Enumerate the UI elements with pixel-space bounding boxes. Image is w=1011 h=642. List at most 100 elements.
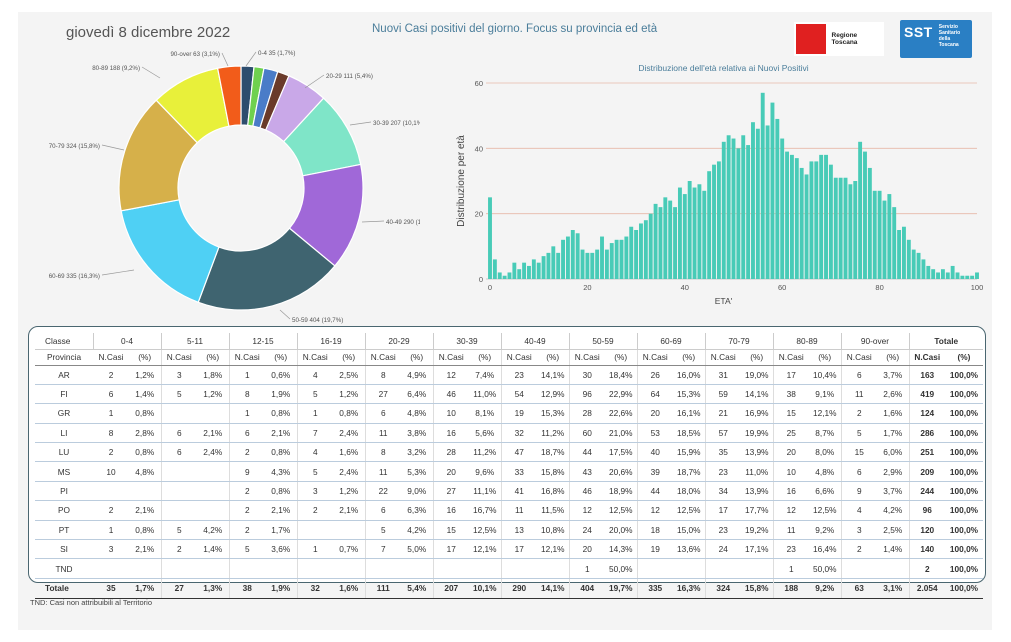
case-count xyxy=(297,520,333,541)
case-count: 28 xyxy=(569,403,605,424)
histogram-bar xyxy=(975,272,979,279)
case-percent: 13,9% xyxy=(741,442,774,463)
histogram-bar xyxy=(819,154,824,279)
case-percent xyxy=(877,558,910,579)
case-percent: 2,1% xyxy=(333,500,366,521)
case-count xyxy=(841,558,877,579)
case-percent: 4,8% xyxy=(809,461,842,482)
province-total-count: 251 xyxy=(909,442,945,463)
case-count: 6 xyxy=(161,423,197,444)
case-percent: 1,2% xyxy=(129,365,162,385)
donut-slice xyxy=(197,227,336,311)
histogram-bar xyxy=(760,92,765,279)
case-percent xyxy=(197,461,230,482)
case-percent: 4,2% xyxy=(877,500,910,521)
case-count: 53 xyxy=(637,423,673,444)
total-case-percent: 19,7% xyxy=(605,577,638,599)
case-count: 2 xyxy=(93,500,129,521)
histogram-bar xyxy=(570,230,575,279)
donut-slice-label: 60-69 335 (16,3%) xyxy=(49,273,100,280)
sst-logo-text: SST xyxy=(904,24,933,40)
histogram-bar xyxy=(877,190,882,279)
case-count: 13 xyxy=(501,520,537,541)
grand-total-percent: 100,0% xyxy=(945,577,983,599)
case-count: 10 xyxy=(433,403,469,424)
ncasi-header: N.Casi xyxy=(501,349,537,366)
case-percent: 16,1% xyxy=(673,403,706,424)
histogram-bar xyxy=(639,223,643,279)
case-count: 64 xyxy=(637,384,673,405)
case-percent: 4,2% xyxy=(197,520,230,541)
case-percent: 18,5% xyxy=(673,423,706,444)
pct-header: (%) xyxy=(469,349,502,366)
histogram-bar xyxy=(517,269,522,279)
histogram-bar xyxy=(785,151,790,279)
case-count: 19 xyxy=(501,403,537,424)
histogram-bar xyxy=(736,148,741,279)
case-percent: 0,8% xyxy=(129,520,162,541)
case-count xyxy=(297,558,333,579)
province-total-count: 419 xyxy=(909,384,945,405)
case-count: 24 xyxy=(569,520,605,541)
histogram-bar xyxy=(629,226,634,279)
ncasi-header: N.Casi xyxy=(161,349,197,366)
case-count: 6 xyxy=(93,384,129,405)
case-percent: 16,9% xyxy=(741,403,774,424)
histogram-xtick-label: 60 xyxy=(778,283,786,292)
case-count: 10 xyxy=(93,461,129,482)
case-count: 11 xyxy=(501,500,537,521)
case-count: 12 xyxy=(637,500,673,521)
total-case-count: 35 xyxy=(93,577,129,599)
total-case-percent: 15,8% xyxy=(741,577,774,599)
province-total-count: 140 xyxy=(909,539,945,560)
histogram-bar xyxy=(794,158,799,279)
province-total-percent: 100,0% xyxy=(945,442,983,463)
case-count: 2 xyxy=(229,520,265,541)
case-percent: 19,9% xyxy=(741,423,774,444)
ncasi-header: N.Casi xyxy=(229,349,265,366)
histogram-bar xyxy=(755,128,760,279)
case-count: 24 xyxy=(705,539,741,560)
case-count: 6 xyxy=(365,500,401,521)
histogram-bar xyxy=(902,226,906,279)
pct-header: (%) xyxy=(877,349,910,366)
total-case-percent: 3,1% xyxy=(877,577,910,599)
case-count: 2 xyxy=(93,442,129,463)
age-group-header: 0-4 xyxy=(92,333,161,350)
histogram-bar xyxy=(556,252,561,279)
age-group-header: 16-19 xyxy=(296,333,365,350)
histogram-bar xyxy=(780,138,785,279)
case-count: 17 xyxy=(773,365,809,385)
case-percent: 15,0% xyxy=(673,520,706,541)
grand-total-count: 2.054 xyxy=(909,577,945,599)
case-count: 25 xyxy=(773,423,809,444)
case-percent: 21,0% xyxy=(605,423,638,444)
histogram-bar xyxy=(940,269,945,279)
case-count: 57 xyxy=(705,423,741,444)
histogram-bar xyxy=(809,161,814,279)
province-total-percent: 100,0% xyxy=(945,365,983,385)
report-title: Nuovi Casi positivi del giorno. Focus su… xyxy=(372,23,658,35)
case-percent: 0,8% xyxy=(333,403,366,424)
histogram-bar xyxy=(614,239,619,279)
case-count: 3 xyxy=(297,481,333,502)
histogram-bar xyxy=(600,236,604,279)
histogram-bar xyxy=(955,272,960,279)
case-percent: 4,8% xyxy=(401,403,434,424)
province-name: PO xyxy=(35,500,93,521)
case-count xyxy=(433,558,469,579)
case-percent xyxy=(333,520,366,541)
histogram-bar xyxy=(682,194,687,279)
total-case-count: 63 xyxy=(841,577,877,599)
histogram-bar xyxy=(921,259,926,279)
case-percent: 11,2% xyxy=(537,423,570,444)
case-count xyxy=(93,481,129,502)
case-count: 11 xyxy=(365,461,401,482)
total-pct-header: (%) xyxy=(945,349,983,366)
case-count xyxy=(161,500,197,521)
province-total-percent: 100,0% xyxy=(945,384,983,405)
histogram-bar xyxy=(848,184,853,279)
histogram-bar xyxy=(843,177,848,279)
case-percent: 2,4% xyxy=(333,461,366,482)
case-count: 34 xyxy=(705,481,741,502)
